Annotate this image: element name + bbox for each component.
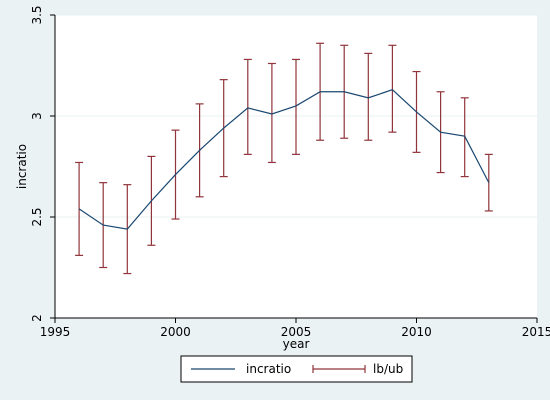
y-tick-label: 3	[30, 112, 44, 120]
x-tick-label: 1995	[40, 325, 71, 339]
line-series	[78, 89, 490, 230]
errorbar	[292, 58, 300, 155]
y-tick-label: 3.5	[30, 5, 44, 24]
errorbar	[388, 44, 397, 133]
legend: incratio lb/ub	[180, 355, 413, 383]
errorbar	[243, 58, 252, 155]
x-tick-label: 2010	[401, 325, 432, 339]
y-tick-label: 2.5	[30, 207, 44, 226]
x-tick-label: 2000	[160, 325, 191, 339]
errorbar	[364, 52, 373, 141]
series-line-incratio	[78, 89, 490, 230]
legend-label-incratio: incratio	[246, 362, 291, 376]
errorbar	[267, 62, 276, 164]
x-axis-title: year	[283, 337, 310, 351]
x-tick-label: 2005	[281, 325, 312, 339]
x-tick-label: 2015	[522, 325, 550, 339]
legend-swatch-errorbar	[312, 365, 366, 373]
axes: 2 2.5 3 3.5 1995 2000 2005 2010 2015	[30, 5, 550, 339]
legend-label-lbub: lb/ub	[373, 362, 403, 376]
y-axis-title: incratio	[15, 144, 29, 189]
y-tick-label: 2	[30, 314, 44, 322]
errorbar-series	[75, 42, 493, 275]
